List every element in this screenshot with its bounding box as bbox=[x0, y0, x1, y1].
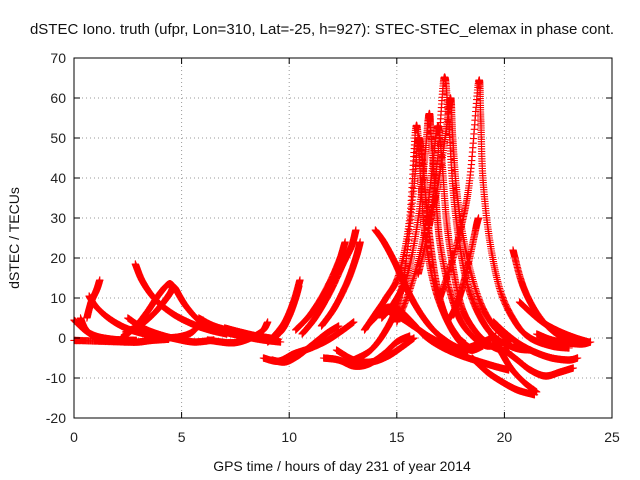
y-axis-label: dSTEC / TECUs bbox=[6, 187, 22, 289]
series-markers bbox=[515, 298, 593, 346]
series-arc-29 bbox=[425, 94, 515, 346]
y-tick-label: 50 bbox=[50, 130, 66, 146]
x-axis-label: GPS time / hours of day 231 of year 2014 bbox=[213, 458, 471, 474]
series-markers bbox=[446, 214, 483, 322]
series-arc-38 bbox=[515, 298, 593, 346]
series-markers bbox=[83, 276, 104, 322]
y-tick-label: -10 bbox=[46, 370, 66, 386]
chart-series-layer bbox=[70, 73, 595, 399]
series-markers bbox=[468, 354, 539, 399]
series-markers bbox=[500, 346, 578, 380]
series-arc-36 bbox=[468, 354, 539, 399]
series-markers bbox=[263, 282, 303, 346]
y-tick-label: -20 bbox=[46, 410, 66, 426]
y-tick-label: 0 bbox=[58, 330, 66, 346]
y-tick-label: 40 bbox=[50, 170, 66, 186]
series-arc-31 bbox=[446, 214, 483, 322]
series-markers bbox=[291, 238, 349, 334]
y-tick-label: 10 bbox=[50, 290, 66, 306]
series-arc-03 bbox=[76, 314, 111, 344]
series-arc-11 bbox=[160, 316, 207, 342]
series-arc-39 bbox=[489, 318, 582, 364]
series-arc-35 bbox=[487, 330, 541, 396]
x-tick-label: 5 bbox=[178, 429, 186, 445]
series-arc-21 bbox=[317, 238, 364, 330]
series-markers bbox=[317, 238, 364, 330]
series-arc-05 bbox=[83, 276, 104, 322]
x-tick-label: 25 bbox=[604, 429, 620, 445]
x-tick-label: 20 bbox=[497, 429, 513, 445]
series-arc-30 bbox=[436, 76, 573, 352]
series-arc-20 bbox=[298, 226, 360, 338]
series-arc-41 bbox=[532, 330, 595, 348]
y-tick-label: 30 bbox=[50, 210, 66, 226]
series-markers bbox=[487, 330, 541, 396]
series-markers bbox=[298, 226, 360, 338]
x-tick-label: 15 bbox=[389, 429, 405, 445]
y-tick-label: 20 bbox=[50, 250, 66, 266]
y-tick-labels: -20 -10 0 10 20 30 40 50 60 70 bbox=[46, 50, 66, 426]
y-tick-label: 70 bbox=[50, 50, 66, 66]
x-tick-labels: 0 5 10 15 20 25 bbox=[70, 429, 620, 445]
series-arc-18 bbox=[263, 282, 303, 346]
x-tick-label: 10 bbox=[281, 429, 297, 445]
series-markers bbox=[160, 316, 207, 342]
series-arc-40 bbox=[500, 346, 578, 380]
y-tick-label: 60 bbox=[50, 90, 66, 106]
x-tick-label: 0 bbox=[70, 429, 78, 445]
axis-ticks bbox=[73, 57, 613, 419]
series-markers bbox=[425, 94, 515, 346]
series-markers bbox=[436, 76, 573, 352]
series-arc-19 bbox=[291, 238, 349, 334]
series-arc-16 bbox=[268, 322, 343, 366]
chart-title: dSTEC Iono. truth (ufpr, Lon=310, Lat=-2… bbox=[30, 21, 614, 38]
series-markers bbox=[76, 314, 111, 344]
plot-frame bbox=[73, 57, 613, 419]
series-markers bbox=[532, 330, 595, 348]
series-markers bbox=[268, 322, 343, 366]
series-markers bbox=[489, 318, 582, 364]
